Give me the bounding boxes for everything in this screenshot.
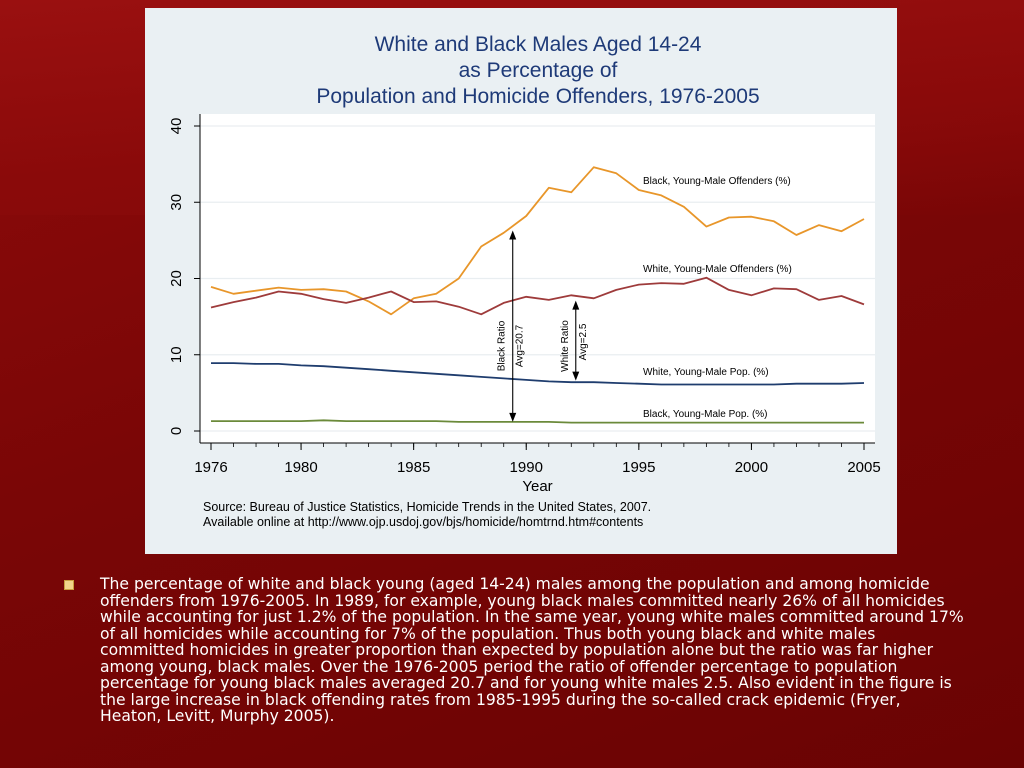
x-tick-label: 2005 bbox=[847, 459, 880, 476]
x-tick-label: 1976 bbox=[194, 459, 227, 476]
black-ratio-avg: Avg=20.7 bbox=[515, 324, 526, 367]
chart-title-line: White and Black Males Aged 14-24 bbox=[375, 33, 702, 56]
y-tick-label: 40 bbox=[168, 118, 185, 135]
x-tick-label: 1980 bbox=[284, 459, 317, 476]
bullet-marker bbox=[64, 580, 74, 590]
grid-lines bbox=[200, 125, 875, 432]
black-ratio-arrowhead-bottom bbox=[509, 412, 517, 422]
black-ratio-label: Black Ratio bbox=[497, 320, 508, 371]
series-lines: Black, Young-Male Offenders (%) White, Yo… bbox=[210, 166, 865, 424]
ratio-annotations: Black Ratio Avg=20.7 White Ratio Avg=2.5 bbox=[497, 230, 589, 422]
series-label: Black, Young-Male Offenders (%) bbox=[643, 176, 791, 187]
series-line bbox=[211, 362, 865, 386]
chart-panel: 0 10 20 30 40 1976 1980 1985 1990 1995 2000 2005 Yea… bbox=[145, 8, 897, 554]
source-note: Source: Bureau of Justice Statistics, Ho… bbox=[203, 500, 651, 530]
series-line bbox=[210, 276, 865, 316]
black-ratio-arrowhead-top bbox=[509, 230, 517, 240]
axes: 0 10 20 30 40 1976 1980 1985 1990 1995 2000 2005 Yea… bbox=[168, 114, 881, 495]
x-axis-label: Year bbox=[522, 478, 552, 495]
source-line-1: Source: Bureau of Justice Statistics, Ho… bbox=[203, 500, 652, 514]
x-tick-label: 1990 bbox=[510, 459, 543, 476]
series-line bbox=[210, 166, 865, 316]
series-label: Black, Young-Male Pop. (%) bbox=[643, 409, 768, 420]
x-tick-label: 1985 bbox=[397, 459, 430, 476]
y-tick-label: 0 bbox=[168, 427, 185, 435]
y-tick-label: 30 bbox=[168, 194, 185, 211]
white-ratio-arrowhead-top bbox=[572, 300, 580, 310]
series-line bbox=[211, 419, 864, 424]
bullet-list: The percentage of white and black young … bbox=[64, 576, 964, 725]
series-label: White, Young-Male Pop. (%) bbox=[643, 367, 769, 378]
source-line-2: Available online at http://www.ojp.usdoj… bbox=[203, 515, 644, 529]
y-tick-label: 10 bbox=[168, 346, 185, 363]
white-ratio-avg: Avg=2.5 bbox=[578, 323, 589, 360]
series-label: White, Young-Male Offenders (%) bbox=[643, 264, 792, 275]
white-ratio-arrowhead-bottom bbox=[572, 371, 580, 381]
bullet-text: The percentage of white and black young … bbox=[100, 575, 964, 725]
line-chart: 0 10 20 30 40 1976 1980 1985 1990 1995 2000 2005 Yea… bbox=[168, 33, 881, 495]
chart-title-line: Population and Homicide Offenders, 1976-… bbox=[316, 85, 759, 108]
x-tick-label: 2000 bbox=[735, 459, 768, 476]
y-tick-label: 20 bbox=[168, 270, 185, 287]
white-ratio-label: White Ratio bbox=[560, 320, 571, 372]
x-tick-label: 1995 bbox=[622, 459, 655, 476]
chart-title-line: as Percentage of bbox=[459, 59, 618, 82]
chart-title: White and Black Males Aged 14-24 as Perce… bbox=[316, 33, 759, 108]
